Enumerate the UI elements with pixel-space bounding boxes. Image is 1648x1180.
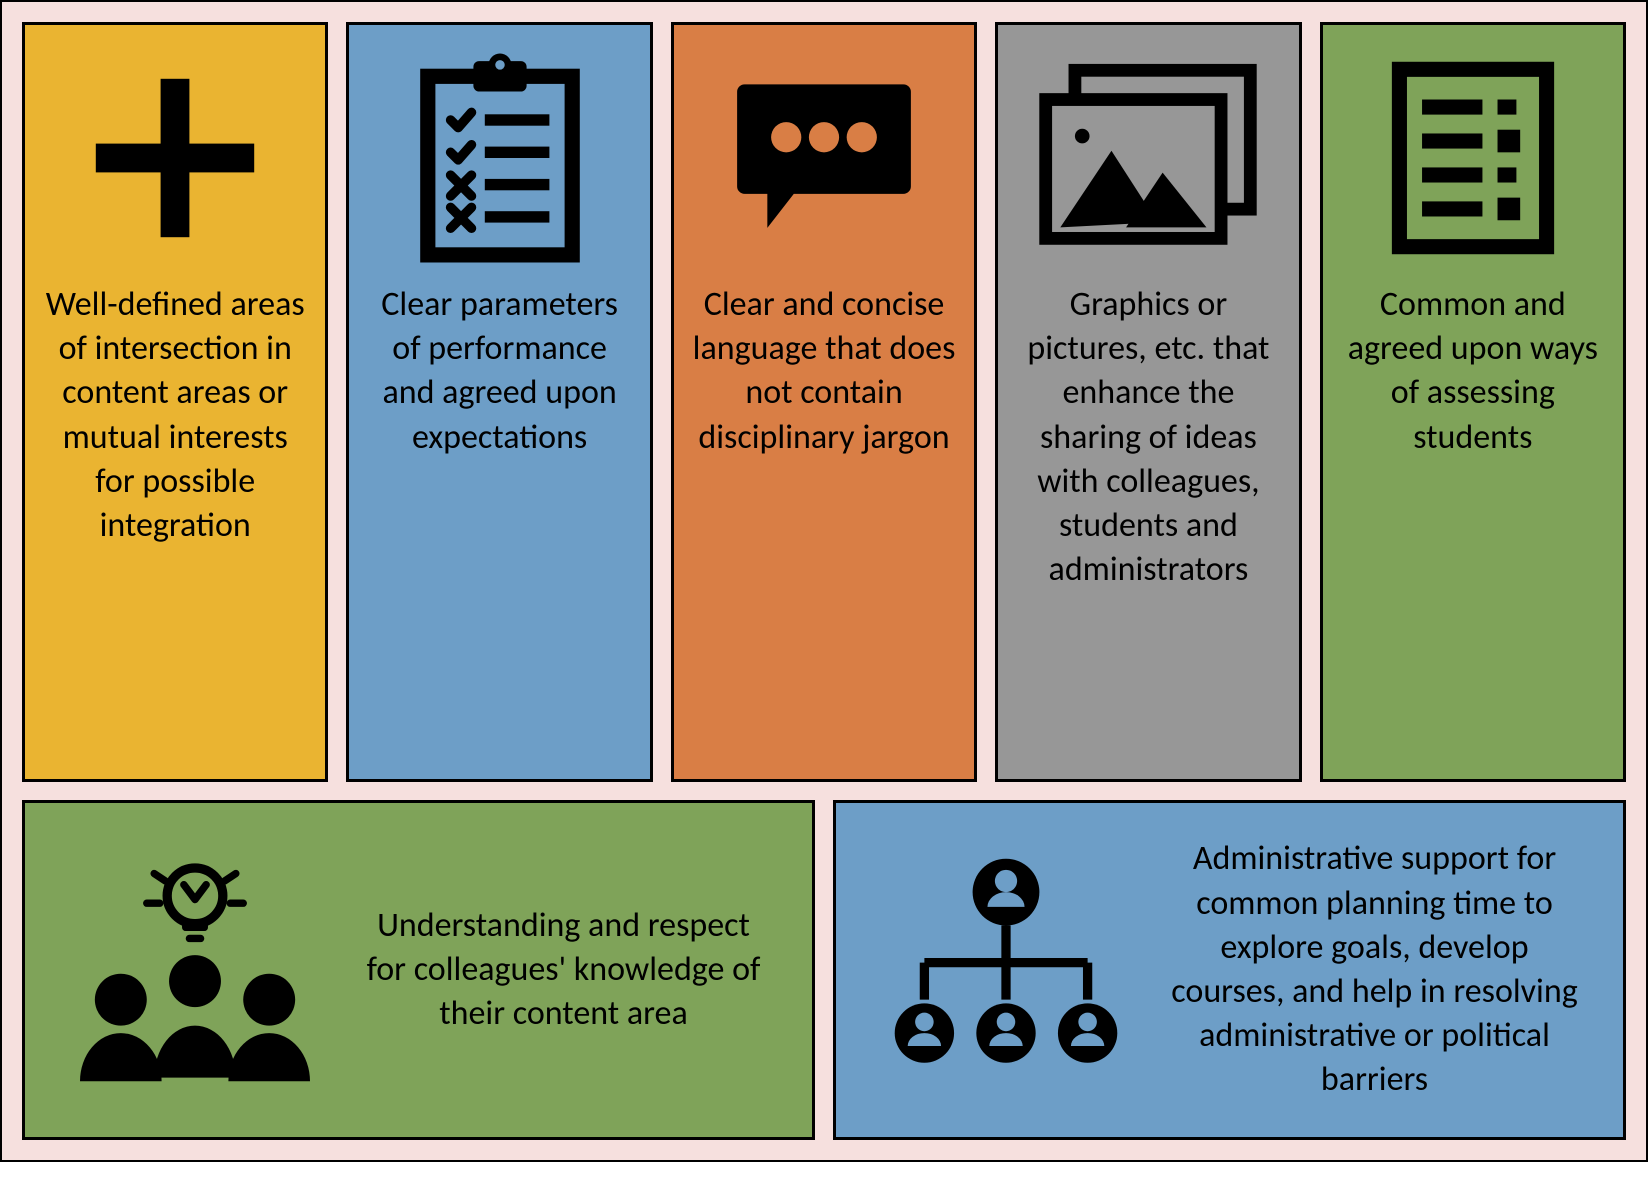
card-text: Administrative support for common planni… <box>1166 837 1583 1102</box>
card-text: Clear parameters of performance and agre… <box>365 283 633 460</box>
org-chart-icon <box>876 855 1136 1085</box>
team-idea-icon <box>65 855 325 1085</box>
form-icon <box>1388 53 1558 263</box>
card-parameters: Clear parameters of performance and agre… <box>346 22 652 782</box>
card-text: Well-defined areas of intersection in co… <box>41 283 309 548</box>
top-row: Well-defined areas of intersection in co… <box>22 22 1626 782</box>
card-respect: Understanding and respect for colleagues… <box>22 800 815 1140</box>
infographic-container: Well-defined areas of intersection in co… <box>0 0 1648 1162</box>
pictures-icon <box>1038 53 1258 263</box>
card-intersection: Well-defined areas of intersection in co… <box>22 22 328 782</box>
card-text: Clear and concise language that does not… <box>690 283 958 460</box>
chat-icon <box>729 53 919 263</box>
card-assessment: Common and agreed upon ways of assessing… <box>1320 22 1626 782</box>
bottom-row: Understanding and respect for colleagues… <box>22 800 1626 1140</box>
card-graphics: Graphics or pictures, etc. that enhance … <box>995 22 1301 782</box>
plus-icon <box>85 53 265 263</box>
card-text: Common and agreed upon ways of assessing… <box>1339 283 1607 460</box>
card-text: Understanding and respect for colleagues… <box>355 904 772 1037</box>
card-text: Graphics or pictures, etc. that enhance … <box>1014 283 1282 592</box>
card-language: Clear and concise language that does not… <box>671 22 977 782</box>
card-admin-support: Administrative support for common planni… <box>833 800 1626 1140</box>
clipboard-icon <box>405 53 595 263</box>
